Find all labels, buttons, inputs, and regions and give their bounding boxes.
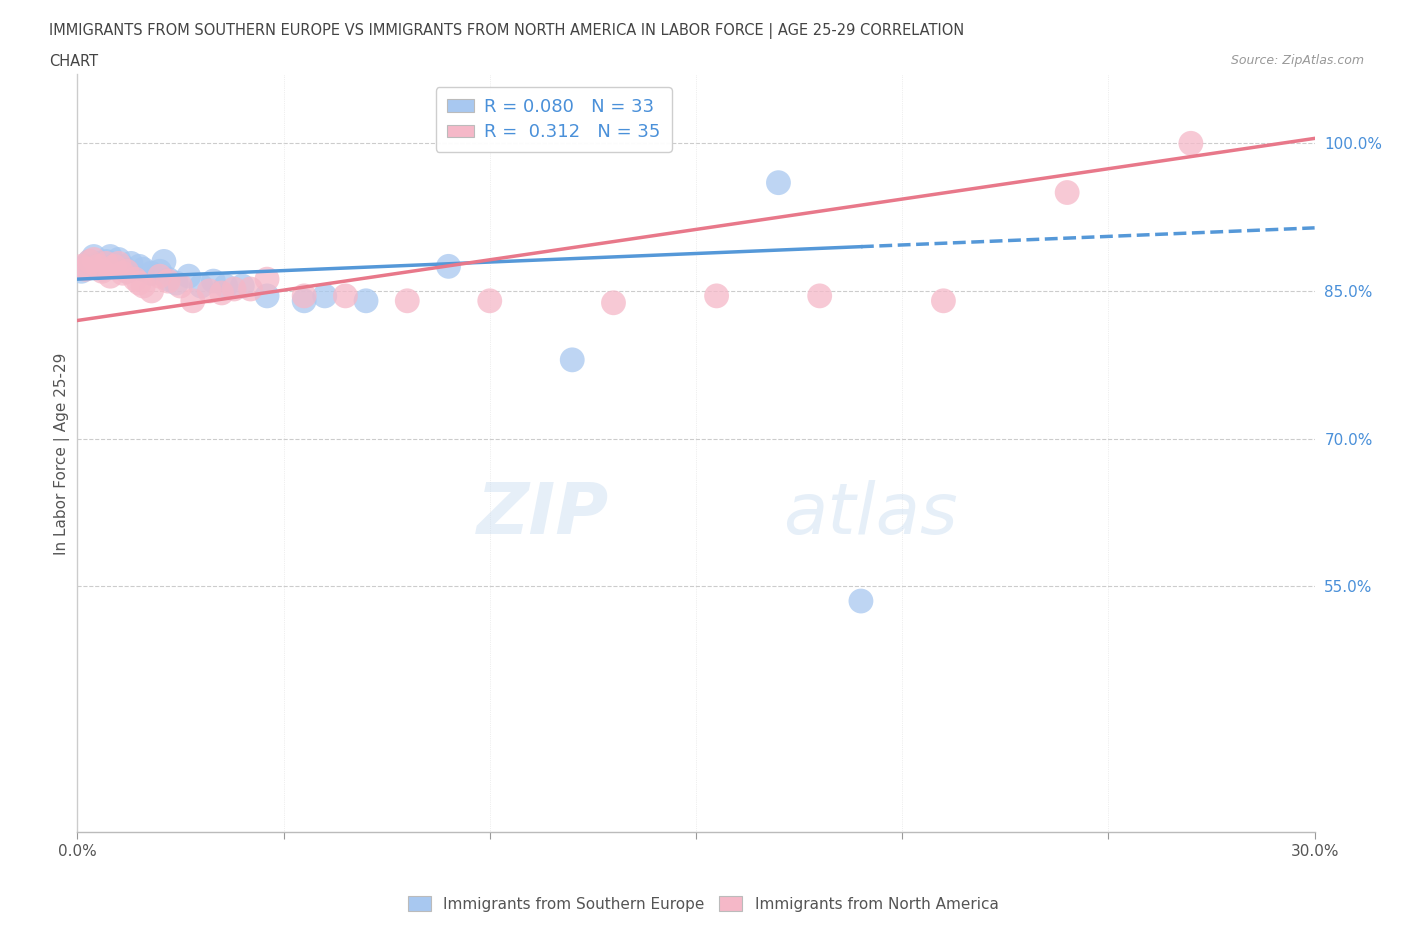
Point — [83, 252, 105, 267]
Point — [79, 254, 101, 269]
Point — [602, 296, 624, 311]
Point — [132, 262, 155, 277]
Point — [335, 288, 357, 303]
Point — [165, 275, 187, 290]
Point — [91, 264, 114, 279]
Point — [198, 284, 221, 299]
Point — [70, 259, 93, 273]
Point — [478, 293, 501, 308]
Point — [215, 279, 238, 294]
Point — [1180, 136, 1202, 151]
Text: Source: ZipAtlas.com: Source: ZipAtlas.com — [1230, 54, 1364, 67]
Point — [91, 262, 114, 277]
Point — [83, 249, 105, 264]
Point — [202, 273, 225, 288]
Point — [256, 288, 278, 303]
Point — [808, 288, 831, 303]
Point — [70, 264, 93, 279]
Y-axis label: In Labor Force | Age 25-29: In Labor Force | Age 25-29 — [55, 352, 70, 554]
Point — [87, 259, 110, 273]
Point — [115, 264, 138, 279]
Point — [849, 593, 872, 608]
Point — [103, 259, 125, 273]
Legend: Immigrants from Southern Europe, Immigrants from North America: Immigrants from Southern Europe, Immigra… — [402, 889, 1004, 918]
Text: CHART: CHART — [49, 54, 98, 69]
Point — [132, 279, 155, 294]
Point — [292, 288, 315, 303]
Point — [231, 279, 253, 294]
Point — [141, 266, 163, 281]
Point — [561, 352, 583, 367]
Point — [153, 254, 176, 269]
Point — [706, 288, 728, 303]
Legend: R = 0.080   N = 33, R =  0.312   N = 35: R = 0.080 N = 33, R = 0.312 N = 35 — [436, 87, 672, 153]
Point — [98, 269, 121, 284]
Point — [107, 252, 129, 267]
Point — [149, 264, 172, 279]
Point — [96, 256, 118, 271]
Point — [87, 256, 110, 271]
Point — [115, 264, 138, 279]
Point — [354, 293, 377, 308]
Point — [128, 259, 150, 273]
Text: IMMIGRANTS FROM SOUTHERN EUROPE VS IMMIGRANTS FROM NORTH AMERICA IN LABOR FORCE : IMMIGRANTS FROM SOUTHERN EUROPE VS IMMIG… — [49, 23, 965, 39]
Point — [149, 269, 172, 284]
Point — [157, 273, 180, 288]
Point — [396, 293, 419, 308]
Point — [211, 286, 233, 300]
Point — [314, 288, 336, 303]
Point — [239, 282, 262, 297]
Point — [768, 175, 790, 190]
Point — [292, 293, 315, 308]
Point — [103, 259, 125, 273]
Point — [169, 279, 191, 294]
Point — [79, 254, 101, 269]
Point — [222, 282, 245, 297]
Text: ZIP: ZIP — [477, 480, 609, 549]
Point — [1056, 185, 1078, 200]
Point — [256, 272, 278, 286]
Text: atlas: atlas — [783, 480, 957, 549]
Point — [437, 259, 460, 273]
Point — [141, 284, 163, 299]
Point — [111, 259, 134, 273]
Point — [157, 272, 180, 286]
Point — [111, 266, 134, 281]
Point — [75, 262, 97, 277]
Point — [181, 293, 204, 308]
Point — [932, 293, 955, 308]
Point — [177, 269, 200, 284]
Point — [107, 256, 129, 271]
Point — [98, 249, 121, 264]
Point — [120, 256, 142, 271]
Point — [124, 272, 146, 286]
Point — [190, 279, 212, 294]
Point — [96, 254, 118, 269]
Point — [75, 259, 97, 273]
Point — [128, 275, 150, 290]
